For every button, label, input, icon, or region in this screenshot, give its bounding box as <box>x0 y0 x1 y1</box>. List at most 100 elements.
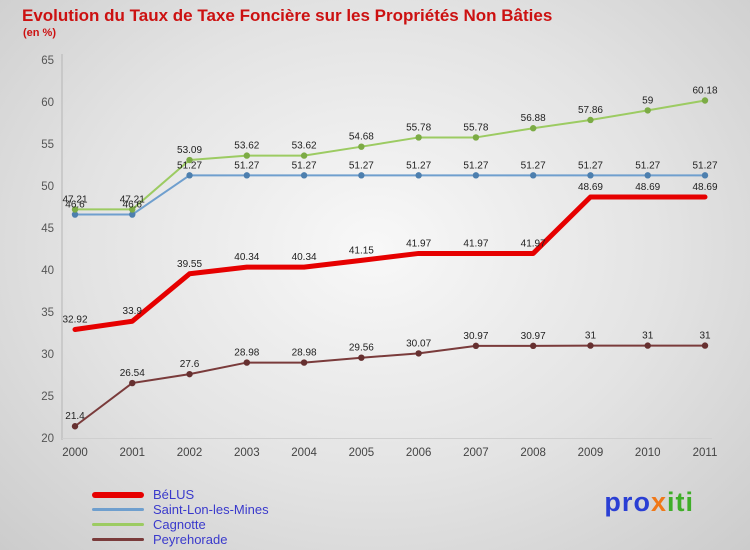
data-point <box>358 143 365 150</box>
legend-label: Cagnotte <box>153 517 206 532</box>
data-point <box>71 423 79 430</box>
y-tick-label: 50 <box>41 181 54 193</box>
data-label: 55.78 <box>406 122 431 133</box>
x-tick-label: 2003 <box>234 447 260 459</box>
x-tick-label: 2001 <box>119 447 145 459</box>
data-label: 31 <box>585 331 597 342</box>
logo-letter: i <box>685 487 694 517</box>
data-label: 53.62 <box>292 141 317 152</box>
y-tick-label: 25 <box>41 391 54 403</box>
x-tick-label: 2008 <box>520 447 546 459</box>
data-label: 55.78 <box>463 122 488 133</box>
data-label: 60.18 <box>692 85 717 96</box>
data-label: 59 <box>642 95 654 106</box>
y-tick-label: 35 <box>41 307 54 319</box>
data-label: 40.34 <box>292 252 317 263</box>
data-label: 28.98 <box>292 348 317 359</box>
data-point <box>587 116 594 124</box>
data-label: 32.92 <box>62 314 87 325</box>
series-saint-lon-les-mines <box>71 172 709 218</box>
data-label: 57.86 <box>578 105 603 116</box>
data-point <box>415 134 422 141</box>
data-point <box>701 97 709 104</box>
chart-title: Evolution du Taux de Taxe Foncière sur l… <box>22 6 553 25</box>
data-label: 29.56 <box>349 343 374 354</box>
data-point <box>644 342 651 349</box>
data-point <box>71 211 79 218</box>
data-label: 48.69 <box>692 182 717 193</box>
data-label: 48.69 <box>635 182 660 193</box>
data-label: 41.97 <box>406 238 431 249</box>
data-label: 46.6 <box>123 200 143 211</box>
data-point <box>415 172 422 179</box>
data-label: 30.97 <box>521 331 546 342</box>
data-label: 56.88 <box>521 113 546 124</box>
data-point <box>472 342 480 350</box>
data-label: 33.9 <box>123 306 143 317</box>
line-chart: 20 25 30 35 40 45 50 55 60 65 2000 2001 2002 2003 2004… <box>41 54 718 459</box>
data-label: 27.6 <box>180 359 200 370</box>
y-tick-label: 55 <box>41 139 54 151</box>
chart-subtitle: (en %) <box>23 27 56 39</box>
data-label: 41.97 <box>521 238 546 249</box>
data-label: 53.62 <box>234 141 259 152</box>
data-label: 26.54 <box>120 368 145 379</box>
series-line <box>72 194 708 332</box>
data-label: 51.27 <box>521 160 546 171</box>
data-point <box>587 342 594 349</box>
data-point <box>529 125 537 132</box>
x-tick-label: 2010 <box>635 447 661 459</box>
data-point <box>129 379 136 387</box>
x-tick-label: 2004 <box>291 447 317 459</box>
data-point <box>186 370 193 378</box>
data-label: 53.09 <box>177 145 202 156</box>
data-point <box>186 156 193 164</box>
data-label: 51.27 <box>635 160 660 171</box>
series-cagnotte <box>71 97 709 213</box>
chart-legend: BéLUS Saint-Lon-les-Mines Cagnotte Peyrehor… <box>92 487 269 547</box>
logo-letter: p <box>604 487 622 517</box>
data-point <box>701 342 709 349</box>
legend-swatch <box>92 523 144 526</box>
legend-label: Peyrehorade <box>153 532 228 547</box>
data-point <box>243 172 251 179</box>
y-tick-label: 40 <box>41 265 54 277</box>
series-line <box>74 344 706 428</box>
data-point <box>358 172 365 179</box>
x-tick-label: 2000 <box>62 447 88 459</box>
series-b-lus <box>72 194 708 332</box>
data-label: 30.97 <box>463 331 488 342</box>
logo-letter: t <box>675 487 686 517</box>
data-label: 51.27 <box>578 160 603 171</box>
data-point <box>644 107 651 114</box>
data-label: 48.69 <box>578 182 603 193</box>
legend-item-peyrehorade: Peyrehorade <box>92 532 269 547</box>
data-label: 39.55 <box>177 259 202 270</box>
data-point <box>587 172 594 179</box>
series-line <box>74 174 706 216</box>
y-tick-label: 60 <box>41 97 54 109</box>
data-point <box>129 206 136 213</box>
x-tick-label: 2011 <box>693 447 718 459</box>
data-point <box>300 152 308 159</box>
data-point <box>415 350 422 357</box>
legend-label: Saint-Lon-les-Mines <box>153 502 269 517</box>
data-point <box>529 172 537 179</box>
data-label: 51.27 <box>406 160 431 171</box>
data-point <box>129 211 136 218</box>
legend-swatch <box>92 508 144 511</box>
data-point <box>472 172 480 179</box>
data-label: 51.27 <box>234 160 259 171</box>
data-label: 51.27 <box>292 160 317 171</box>
x-tick-label: 2002 <box>177 447 203 459</box>
data-point <box>644 172 651 179</box>
data-label: 31 <box>642 331 654 342</box>
legend-swatch <box>92 538 144 541</box>
x-tick-label: 2005 <box>349 447 375 459</box>
legend-item-saint-lon-les-mines: Saint-Lon-les-Mines <box>92 502 269 517</box>
y-tick-label: 45 <box>41 223 54 235</box>
data-label: 30.07 <box>406 338 431 349</box>
logo-letter: o <box>633 487 651 517</box>
data-label: 31 <box>699 331 711 342</box>
legend-swatch <box>92 491 144 498</box>
